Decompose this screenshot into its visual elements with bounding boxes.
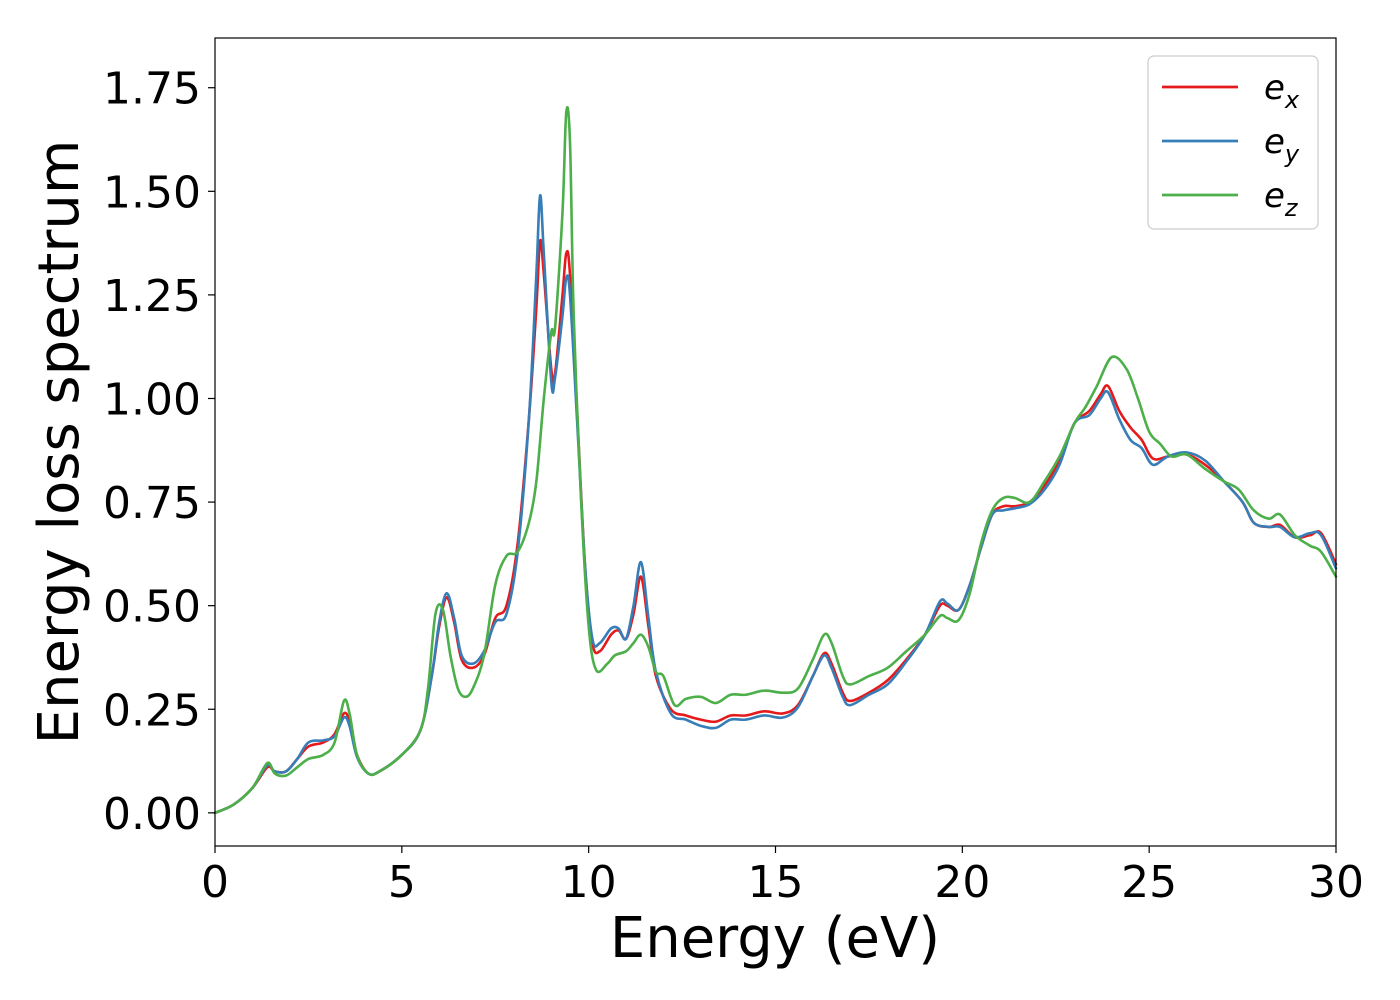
x-axis-title: Energy (eV) (610, 906, 940, 971)
y-tick-label: 0.50 (103, 582, 201, 633)
y-tick-label: 0.75 (103, 478, 201, 529)
y-axis-ticks: 0.00 0.25 0.50 0.75 1.00 1.25 1.50 1.75 (103, 64, 215, 840)
y-tick-label: 1.25 (103, 271, 201, 322)
y-tick-label: 1.75 (103, 64, 201, 115)
y-tick-label: 1.00 (103, 374, 201, 425)
x-tick-label: 25 (1121, 857, 1177, 908)
legend-box (1147, 55, 1319, 230)
x-tick-label: 5 (388, 857, 416, 908)
x-tick-label: 20 (934, 857, 990, 908)
x-tick-label: 0 (201, 857, 229, 908)
series-line-ez (213, 106, 1338, 815)
y-axis-title: Energy loss spectrum (27, 140, 92, 745)
series-layer (213, 106, 1338, 815)
x-axis-ticks: 0 5 10 15 20 25 30 (201, 846, 1364, 908)
y-tick-label: 1.50 (103, 167, 201, 218)
y-tick-label: 0.25 (103, 685, 201, 736)
x-tick-label: 15 (748, 857, 804, 908)
y-tick-label: 0.00 (103, 789, 201, 840)
x-tick-label: 10 (561, 857, 617, 908)
x-tick-label: 30 (1308, 857, 1364, 908)
legend-label-ey: ey (1264, 122, 1300, 168)
